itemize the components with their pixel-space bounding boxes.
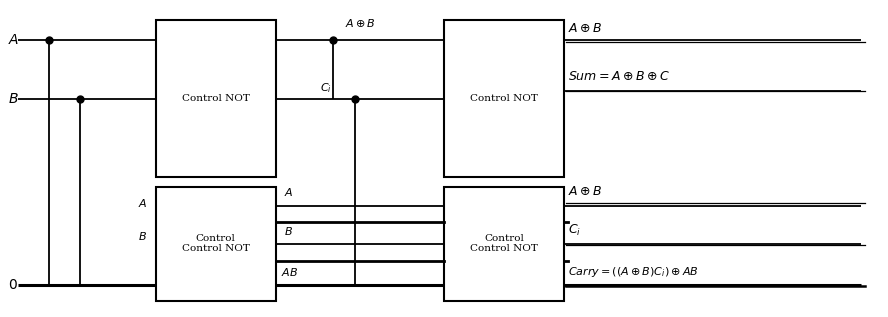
Text: $A$: $A$ xyxy=(284,186,294,198)
Text: $B$: $B$ xyxy=(8,92,19,106)
Text: $AB$: $AB$ xyxy=(281,266,298,278)
Bar xyxy=(444,20,564,178)
Text: Control NOT: Control NOT xyxy=(470,94,538,103)
Text: $B$: $B$ xyxy=(138,230,147,242)
Text: $Carry = ((A\oplus B)C_i) \oplus AB$: $Carry = ((A\oplus B)C_i) \oplus AB$ xyxy=(568,265,699,279)
Text: Control NOT: Control NOT xyxy=(182,94,250,103)
Text: $A \oplus B$: $A \oplus B$ xyxy=(345,17,376,29)
Text: $C_i$: $C_i$ xyxy=(320,81,332,95)
Text: $A \oplus B$: $A \oplus B$ xyxy=(568,23,602,36)
Text: $A$: $A$ xyxy=(8,33,19,47)
Text: $Sum= A\oplus B\oplus C$: $Sum= A\oplus B\oplus C$ xyxy=(568,70,670,83)
Text: $A \oplus B$: $A \oplus B$ xyxy=(568,185,602,198)
Text: $B$: $B$ xyxy=(284,225,293,237)
Text: Control
Control NOT: Control Control NOT xyxy=(182,234,250,253)
Bar xyxy=(444,187,564,301)
Text: $A$: $A$ xyxy=(138,197,147,209)
Text: $C_i$: $C_i$ xyxy=(568,223,582,238)
Bar xyxy=(156,187,275,301)
Bar xyxy=(156,20,275,178)
Text: $0$: $0$ xyxy=(8,278,18,292)
Text: Control
Control NOT: Control Control NOT xyxy=(470,234,538,253)
